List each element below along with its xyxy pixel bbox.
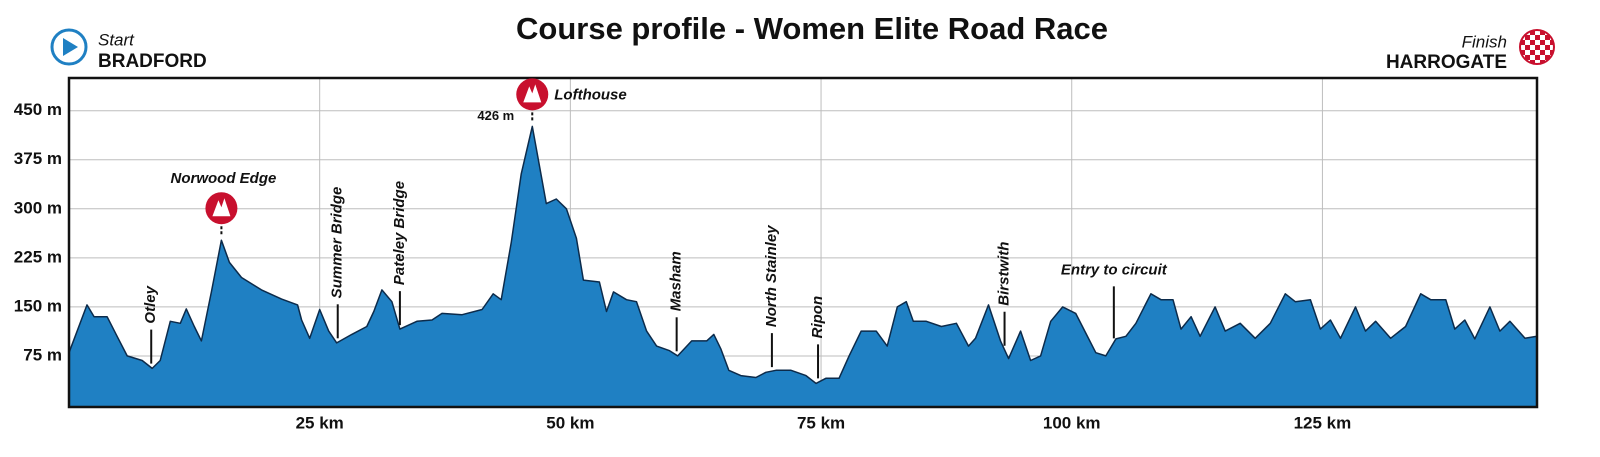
- place-label: Masham: [668, 251, 685, 311]
- x-tick-label: 125 km: [1294, 413, 1352, 432]
- finish-icon: [1519, 29, 1555, 65]
- place-label: Ripon: [809, 296, 826, 339]
- x-tick-label: 100 km: [1043, 413, 1101, 432]
- climb-mountain: [523, 84, 542, 103]
- y-tick-label: 150 m: [14, 296, 62, 315]
- climb-label: Norwood Edge: [171, 170, 277, 187]
- start-place: BRADFORD: [98, 51, 207, 72]
- place-label: North Stainley: [763, 225, 780, 327]
- place-label: Pateley Bridge: [391, 181, 408, 285]
- climb-elevation: 426 m: [477, 108, 514, 123]
- profile-line: [68, 125, 1538, 385]
- area-fill: [69, 126, 1537, 408]
- y-tick-label: 225 m: [14, 247, 62, 266]
- chart-title: Course profile - Women Elite Road Race: [516, 11, 1108, 46]
- x-tick-label: 25 km: [296, 413, 344, 432]
- plot-frame: [67, 76, 1539, 409]
- x-tick-label: 75 km: [797, 413, 845, 432]
- y-tick-label: 300 m: [14, 198, 62, 217]
- y-tick-label: 450 m: [14, 100, 62, 119]
- header: Start BRADFORD Course profile - Women El…: [50, 11, 1555, 73]
- finish-place: HARROGATE: [1386, 52, 1507, 73]
- climb-mountain: [212, 198, 231, 217]
- place-label: Entry to circuit: [1061, 261, 1168, 278]
- y-tick-label: 75 m: [23, 345, 62, 364]
- x-tick-label: 50 km: [546, 413, 594, 432]
- climb-label: Lofthouse: [554, 86, 627, 103]
- start-label: Start: [98, 30, 135, 49]
- place-label: Otley: [142, 285, 159, 323]
- place-label: Summer Bridge: [329, 187, 346, 299]
- place-label: Birstwith: [996, 242, 1013, 306]
- finish-label: Finish: [1462, 32, 1507, 51]
- start-arrow: [63, 38, 78, 56]
- y-tick-label: 375 m: [14, 149, 62, 168]
